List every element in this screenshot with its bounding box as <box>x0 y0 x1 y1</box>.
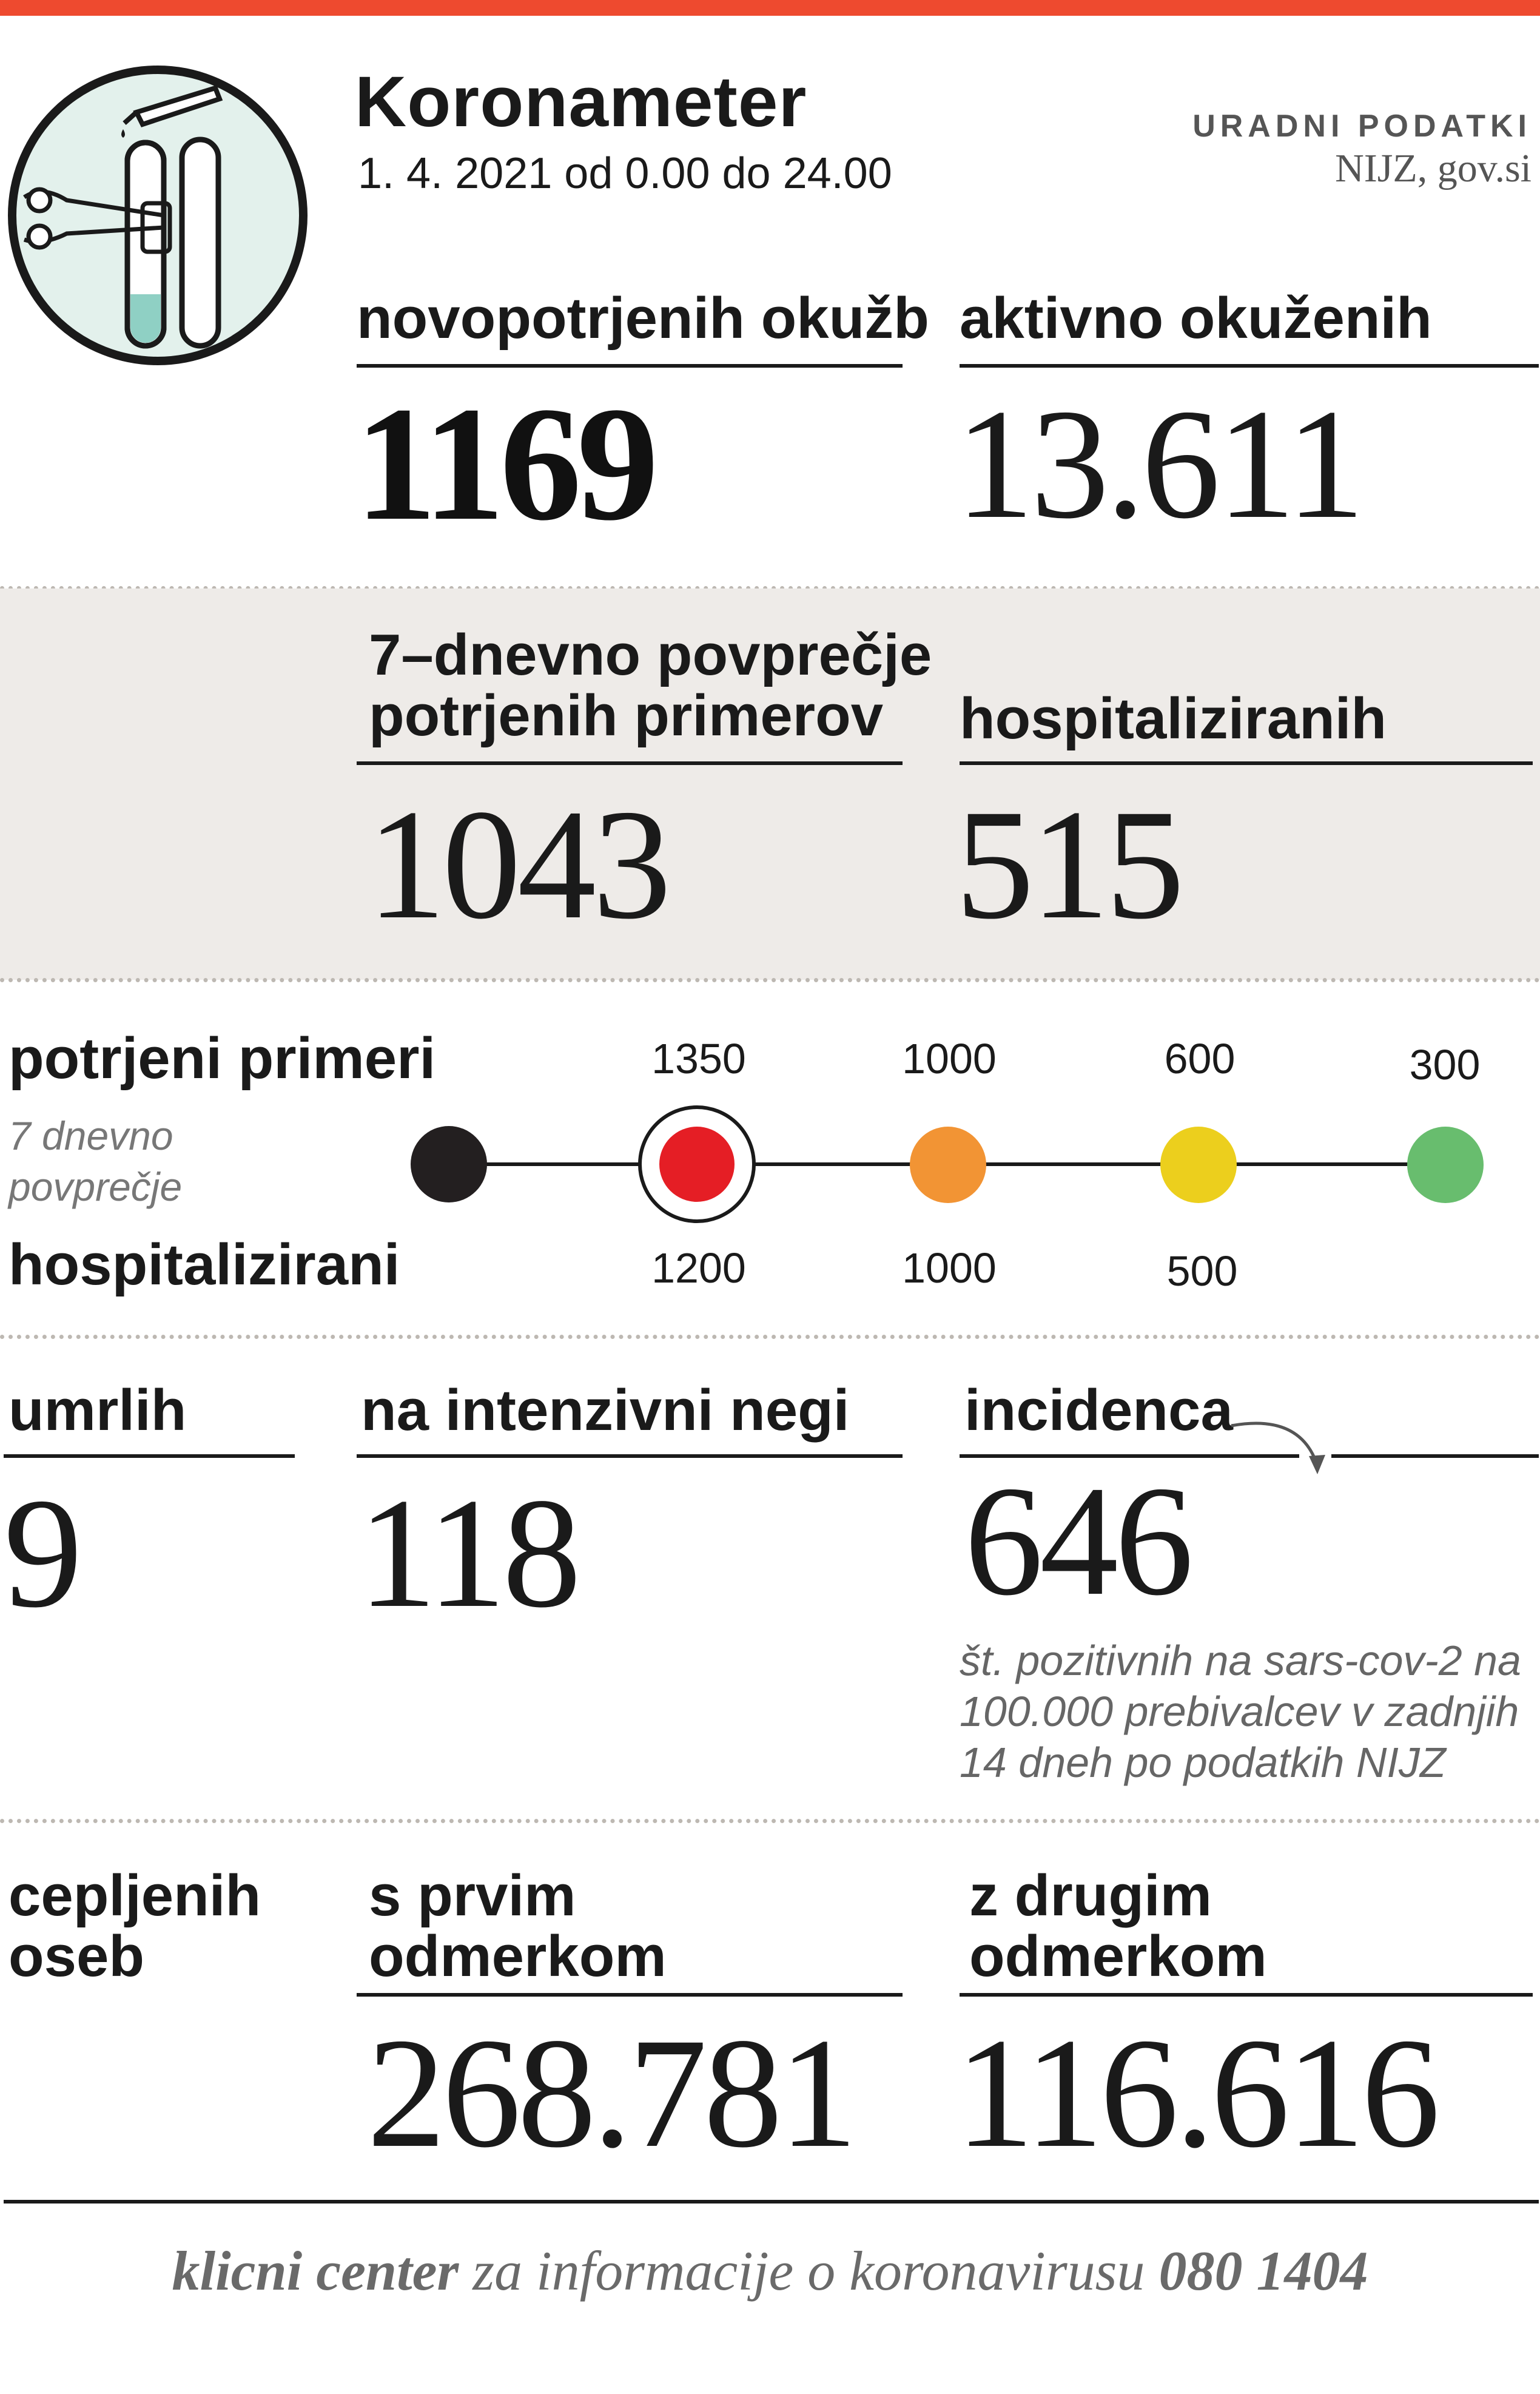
incidence-note-line2: 100.000 prebivalcev v zadnjih <box>960 1688 1519 1735</box>
dotted-divider <box>0 1819 1540 1823</box>
divider <box>960 1454 1299 1458</box>
incidence-label: incidenca <box>964 1378 1233 1443</box>
threshold-hosp-red: 1200 <box>651 1244 746 1292</box>
divider <box>357 1454 903 1458</box>
first-dose-label: s prvim odmerkom <box>369 1866 667 1987</box>
footer-divider <box>4 2200 1539 2203</box>
confirmed-cases-label: potrjeni primeri <box>8 1026 436 1091</box>
threshold-hosp-orange: 1000 <box>902 1244 997 1292</box>
divider <box>1331 1454 1539 1458</box>
highlight-band <box>0 588 1540 980</box>
divider <box>960 761 1533 765</box>
level-dot-orange <box>910 1127 986 1203</box>
deaths-label: umrlih <box>8 1378 187 1443</box>
dotted-divider <box>0 978 1540 982</box>
date-range: 1. 4. 2021 od 0.00 do 24.00 <box>358 149 892 198</box>
incidence-note: št. pozitivnih na sars-cov-2 na 100.000 … <box>960 1635 1521 1788</box>
source-text: NIJZ, gov.si <box>1335 146 1532 191</box>
first-dose-label-line2: odmerkom <box>369 1924 667 1989</box>
second-dose-label: z drugim odmerkom <box>969 1866 1267 1987</box>
vaccinated-label-line2: oseb <box>8 1924 145 1989</box>
new-infections-value: 1169 <box>355 373 659 555</box>
seven-day-average-note: 7 dnevno povprečje <box>8 1110 182 1212</box>
level-dot-yellow <box>1160 1127 1237 1203</box>
avg7-label-line2: potrjenih primerov <box>369 683 884 748</box>
divider <box>357 1993 903 1997</box>
incidence-note-line1: št. pozitivnih na sars-cov-2 na <box>960 1637 1521 1684</box>
incidence-note-line3: 14 dneh po podatkih NIJZ <box>960 1739 1446 1786</box>
first-dose-label-line1: s prvim <box>369 1863 576 1928</box>
test-tubes-icon <box>6 64 309 367</box>
vaccinated-label-line1: cepljenih <box>8 1863 261 1928</box>
hospitalized-label: hospitaliziranih <box>960 686 1387 751</box>
call-center-text: za informacije o koronavirusu <box>459 2240 1159 2302</box>
threshold-hosp-yellow: 500 <box>1166 1247 1238 1295</box>
dotted-divider <box>0 1335 1540 1339</box>
threshold-cases-yellow: 600 <box>1164 1035 1236 1082</box>
call-center-name: klicni center <box>172 2240 459 2302</box>
second-dose-value: 116.616 <box>955 2006 1440 2180</box>
divider <box>4 1454 295 1458</box>
threshold-cases-orange: 1000 <box>902 1035 997 1082</box>
divider <box>357 761 903 765</box>
level-dot-green <box>1407 1127 1484 1203</box>
divider <box>960 364 1539 368</box>
level-dot-red <box>659 1127 735 1202</box>
divider <box>960 1993 1533 1997</box>
deaths-value: 9 <box>4 1466 82 1640</box>
first-dose-value: 268.781 <box>367 2006 858 2180</box>
avg7-label-line1: 7–dnevno povprečje <box>369 622 932 687</box>
vaccinated-label: cepljenih oseb <box>8 1866 261 1987</box>
seven-day-average-line2: povprečje <box>8 1164 183 1209</box>
active-infected-value: 13.611 <box>955 377 1365 551</box>
icu-label: na intenzivni negi <box>361 1378 850 1443</box>
page-title: Koronameter <box>355 62 807 142</box>
curved-arrow-icon <box>1225 1414 1340 1486</box>
source-label: URADNI PODATKI <box>1192 109 1532 144</box>
avg7-value: 1043 <box>367 777 671 952</box>
second-dose-label-line1: z drugim <box>969 1863 1212 1928</box>
hospitalized-value: 515 <box>955 777 1185 952</box>
call-center-phone: 080 1404 <box>1158 2240 1368 2302</box>
hospitalized-scale-label: hospitalizirani <box>8 1232 400 1297</box>
dotted-divider <box>0 586 1540 590</box>
icu-value: 118 <box>358 1466 581 1640</box>
level-dot-black <box>411 1126 487 1202</box>
threshold-cases-green: 300 <box>1409 1041 1481 1088</box>
call-center-footer: klicni center za informacije o koronavir… <box>0 2239 1540 2303</box>
divider <box>357 364 903 368</box>
incidence-value: 646 <box>964 1454 1194 1628</box>
threshold-cases-red: 1350 <box>651 1035 746 1082</box>
new-infections-label: novopotrjenih okužb <box>357 286 929 351</box>
second-dose-label-line2: odmerkom <box>969 1924 1267 1989</box>
top-accent-bar <box>0 0 1540 16</box>
avg7-label: 7–dnevno povprečje potrjenih primerov <box>369 625 932 746</box>
active-infected-label: aktivno okuženih <box>960 286 1432 351</box>
seven-day-average-line1: 7 dnevno <box>8 1113 173 1158</box>
